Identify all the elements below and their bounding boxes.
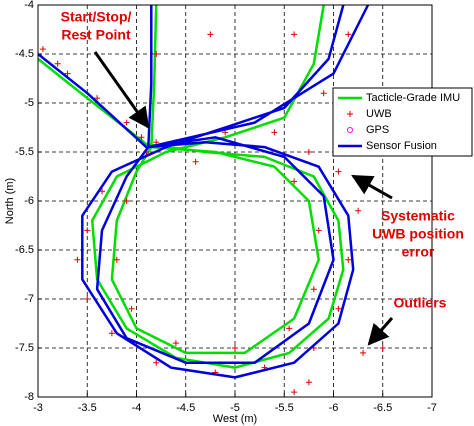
y-tick-label: -7 (24, 293, 34, 305)
uwb-point (123, 198, 130, 204)
uwb-point (355, 207, 362, 214)
legend-swatch (347, 127, 353, 133)
x-axis-label: West (m) (213, 413, 257, 425)
uwb-point (113, 256, 120, 263)
uwb-point (54, 60, 61, 67)
y-tick-label: -5 (24, 97, 34, 109)
y-tick-label: -6 (24, 195, 34, 207)
uwb-point (291, 178, 298, 185)
plot-area: -3 -3.5 -4 -4.5 -5 -5.5 -6 -6.5 -7 -8 -7.5 -7 -6.5 -6… (15, 0, 437, 414)
uwb-point (345, 31, 352, 38)
uwb-point (379, 345, 386, 351)
arrow (93, 51, 150, 129)
legend-label: GPS (366, 124, 389, 136)
uwb-point (84, 227, 91, 234)
y-tick-label: -6.5 (15, 244, 34, 256)
uwb-point (305, 379, 312, 386)
x-tick-label: -6 (329, 402, 339, 414)
x-tick-label: -5 (230, 402, 240, 414)
legend-swatch (347, 111, 353, 117)
trajectory-line (37, 4, 370, 379)
uwb-point (138, 134, 145, 141)
arrow (351, 174, 393, 200)
x-tick-label: -5.5 (275, 402, 294, 414)
uwb-point (291, 31, 298, 38)
y-tick-label: -7.5 (15, 342, 34, 354)
x-tick-label: -4.5 (176, 402, 195, 414)
annotation: Rest Point (61, 27, 131, 43)
uwb-point (335, 305, 342, 312)
legend-label: Sensor Fusion (366, 140, 437, 152)
arrow (367, 317, 394, 346)
uwb-point (153, 51, 160, 57)
legend-box (332, 87, 473, 157)
uwb-point (153, 359, 160, 366)
uwb-point (360, 349, 367, 356)
x-tick-label: -7 (427, 402, 437, 414)
uwb-point (305, 149, 312, 155)
uwb-point (192, 158, 199, 165)
uwb-point (74, 256, 81, 263)
uwb-point (310, 286, 317, 293)
uwb-point (291, 389, 298, 396)
uwb-point (207, 31, 214, 38)
uwb-point (320, 90, 327, 97)
trajectory-line (37, 4, 345, 369)
uwb-point (345, 256, 352, 263)
uwb-point (84, 296, 91, 302)
uwb-point (271, 129, 278, 136)
uwb-point (286, 325, 293, 332)
uwb-point (108, 330, 115, 337)
y-tick-label: -8 (24, 391, 34, 403)
uwb-point (123, 119, 130, 126)
x-tick-label: -3 (33, 402, 43, 414)
uwb-point (128, 305, 135, 312)
legend: Tacticle-Grade IMU UWB GPS Sensor Fusion (332, 87, 473, 157)
y-tick-label: -4 (24, 0, 34, 11)
uwb-point (172, 340, 179, 347)
uwb-point (64, 70, 71, 77)
x-tick-label: -4 (132, 402, 142, 414)
y-axis-label: North (m) (4, 178, 16, 224)
annotation: UWB position (372, 226, 464, 242)
legend-label: Tacticle-Grade IMU (366, 92, 460, 104)
x-tick-label: -6.5 (373, 402, 392, 414)
legend-label: UWB (366, 108, 392, 120)
plot-frame (37, 4, 433, 398)
annotation: Outliers (394, 295, 447, 311)
annotation: Systematic (381, 208, 455, 224)
y-tick-label: -4.5 (15, 48, 34, 60)
y-tick-label: -5.5 (15, 146, 34, 158)
uwb-point (315, 227, 322, 234)
annotation: Start/Stop/ (61, 9, 132, 25)
uwb-point (232, 345, 238, 351)
uwb-point (335, 168, 342, 175)
uwb-point (94, 95, 101, 102)
uwb-point (39, 46, 46, 53)
annotation: error (402, 244, 435, 260)
x-tick-label: -3.5 (78, 402, 97, 414)
